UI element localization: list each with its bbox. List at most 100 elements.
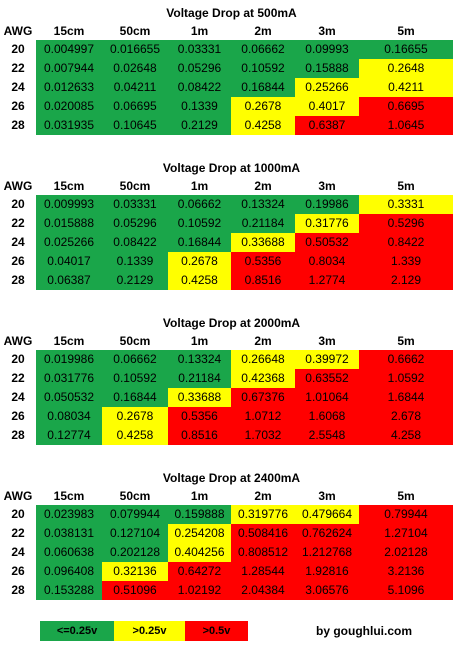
value-cell: 0.159888 bbox=[168, 505, 231, 524]
value-cell: 0.32136 bbox=[102, 562, 168, 581]
value-cell: 0.03331 bbox=[102, 195, 168, 214]
table-row: 24 0.050532 0.16844 0.33688 0.67376 1.01064 1.… bbox=[0, 388, 463, 407]
table-row: 26 0.096408 0.32136 0.64272 1.28544 1.92816 3.… bbox=[0, 562, 463, 581]
value-cell: 0.16844 bbox=[168, 233, 231, 252]
column-header-2m: 2m bbox=[254, 334, 272, 348]
table-title: Voltage Drop at 1000mA bbox=[162, 161, 301, 175]
table-row: 26 0.020085 0.06695 0.1339 0.2678 0.4017 0.669… bbox=[0, 97, 463, 116]
value-cell: 0.39972 bbox=[295, 350, 359, 369]
value-cell: 0.4258 bbox=[231, 116, 295, 135]
column-header-15cm: 15cm bbox=[53, 179, 85, 193]
value-cell: 2.02128 bbox=[359, 543, 453, 562]
value-cell: 0.64272 bbox=[168, 562, 231, 581]
value-cell: 0.10645 bbox=[102, 116, 168, 135]
value-cell: 0.09993 bbox=[295, 40, 359, 59]
value-cell: 0.42368 bbox=[231, 369, 295, 388]
awg-label: 20 bbox=[11, 507, 25, 521]
value-cell: 0.4258 bbox=[168, 271, 231, 290]
value-cell: 0.25266 bbox=[295, 78, 359, 97]
value-cell: 1.0712 bbox=[231, 407, 295, 426]
awg-label: 24 bbox=[11, 390, 25, 404]
table-row: 20 0.009993 0.03331 0.06662 0.13324 0.19986 0.… bbox=[0, 195, 463, 214]
value-cell: 0.08034 bbox=[36, 407, 102, 426]
value-cell: 0.02648 bbox=[102, 59, 168, 78]
value-cell: 1.02192 bbox=[168, 581, 231, 600]
awg-label: 24 bbox=[11, 235, 25, 249]
value-cell: 1.2774 bbox=[295, 271, 359, 290]
value-cell: 0.6387 bbox=[295, 116, 359, 135]
column-header-1m: 1m bbox=[190, 24, 209, 38]
value-cell: 0.031776 bbox=[36, 369, 102, 388]
value-cell: 0.05296 bbox=[102, 214, 168, 233]
awg-label: 24 bbox=[11, 545, 25, 559]
column-header-5m: 5m bbox=[397, 179, 415, 193]
value-cell: 0.479664 bbox=[295, 505, 359, 524]
awg-label: 28 bbox=[11, 273, 25, 287]
awg-label: 24 bbox=[11, 80, 25, 94]
value-cell: 0.51096 bbox=[102, 581, 168, 600]
value-cell: 1.0592 bbox=[359, 369, 453, 388]
awg-label: 22 bbox=[11, 526, 25, 540]
column-header-2m: 2m bbox=[254, 489, 272, 503]
table-row: 24 0.060638 0.202128 0.404256 0.808512 1.2127… bbox=[0, 543, 463, 562]
column-header-50cm: 50cm bbox=[119, 489, 151, 503]
column-header-5m: 5m bbox=[397, 24, 415, 38]
value-cell: 0.404256 bbox=[168, 543, 231, 562]
value-cell: 0.16844 bbox=[102, 388, 168, 407]
column-header-3m: 3m bbox=[318, 24, 336, 38]
value-cell: 0.4258 bbox=[102, 426, 168, 445]
value-cell: 0.16655 bbox=[359, 40, 453, 59]
value-cell: 0.04211 bbox=[102, 78, 168, 97]
value-cell: 0.03331 bbox=[168, 40, 231, 59]
value-cell: 0.06662 bbox=[102, 350, 168, 369]
value-cell: 1.6844 bbox=[359, 388, 453, 407]
header-row: AWG 15cm 50cm 1m 2m 3m 5m bbox=[0, 178, 463, 194]
value-cell: 0.153288 bbox=[36, 581, 102, 600]
value-cell: 0.012633 bbox=[36, 78, 102, 97]
value-cell: 0.016655 bbox=[102, 40, 168, 59]
awg-label: 20 bbox=[11, 352, 25, 366]
column-header-1m: 1m bbox=[190, 334, 209, 348]
column-header-3m: 3m bbox=[318, 179, 336, 193]
value-cell: 0.4017 bbox=[295, 97, 359, 116]
column-header-15cm: 15cm bbox=[53, 489, 85, 503]
value-cell: 0.2678 bbox=[168, 252, 231, 271]
table-title: Voltage Drop at 500mA bbox=[166, 6, 297, 20]
value-cell: 0.8422 bbox=[359, 233, 453, 252]
table-title: Voltage Drop at 2400mA bbox=[162, 471, 301, 485]
value-cell: 0.079944 bbox=[102, 505, 168, 524]
value-cell: 0.1339 bbox=[168, 97, 231, 116]
credit-text: by goughlui.com bbox=[316, 624, 412, 638]
table-row: 28 0.153288 0.51096 1.02192 2.04384 3.06576 5.… bbox=[0, 581, 463, 600]
value-cell: 0.8516 bbox=[231, 271, 295, 290]
value-cell: 0.50532 bbox=[295, 233, 359, 252]
legend-yellow: >0.25v bbox=[114, 621, 185, 641]
table-row: 28 0.031935 0.10645 0.2129 0.4258 0.6387 1.064… bbox=[0, 116, 463, 135]
awg-label: 22 bbox=[11, 371, 25, 385]
table-row: 22 0.038131 0.127104 0.254208 0.508416 0.7626… bbox=[0, 524, 463, 543]
value-cell: 0.508416 bbox=[231, 524, 295, 543]
column-header-5m: 5m bbox=[397, 334, 415, 348]
awg-header: AWG bbox=[3, 179, 33, 193]
value-cell: 0.762624 bbox=[295, 524, 359, 543]
value-cell: 0.21184 bbox=[231, 214, 295, 233]
value-cell: 0.2678 bbox=[231, 97, 295, 116]
value-cell: 5.1096 bbox=[359, 581, 453, 600]
column-header-50cm: 50cm bbox=[119, 179, 151, 193]
value-cell: 0.2648 bbox=[359, 59, 453, 78]
awg-label: 28 bbox=[11, 428, 25, 442]
value-cell: 0.019986 bbox=[36, 350, 102, 369]
awg-header: AWG bbox=[3, 334, 33, 348]
value-cell: 0.5356 bbox=[168, 407, 231, 426]
value-cell: 0.13324 bbox=[231, 195, 295, 214]
value-cell: 0.79944 bbox=[359, 505, 453, 524]
value-cell: 0.808512 bbox=[231, 543, 295, 562]
value-cell: 0.12774 bbox=[36, 426, 102, 445]
value-cell: 2.678 bbox=[359, 407, 453, 426]
column-header-1m: 1m bbox=[190, 179, 209, 193]
legend-red: >0.5v bbox=[185, 621, 248, 641]
value-cell: 1.6068 bbox=[295, 407, 359, 426]
value-cell: 1.0645 bbox=[359, 116, 453, 135]
value-cell: 3.2136 bbox=[359, 562, 453, 581]
value-cell: 0.15888 bbox=[295, 59, 359, 78]
